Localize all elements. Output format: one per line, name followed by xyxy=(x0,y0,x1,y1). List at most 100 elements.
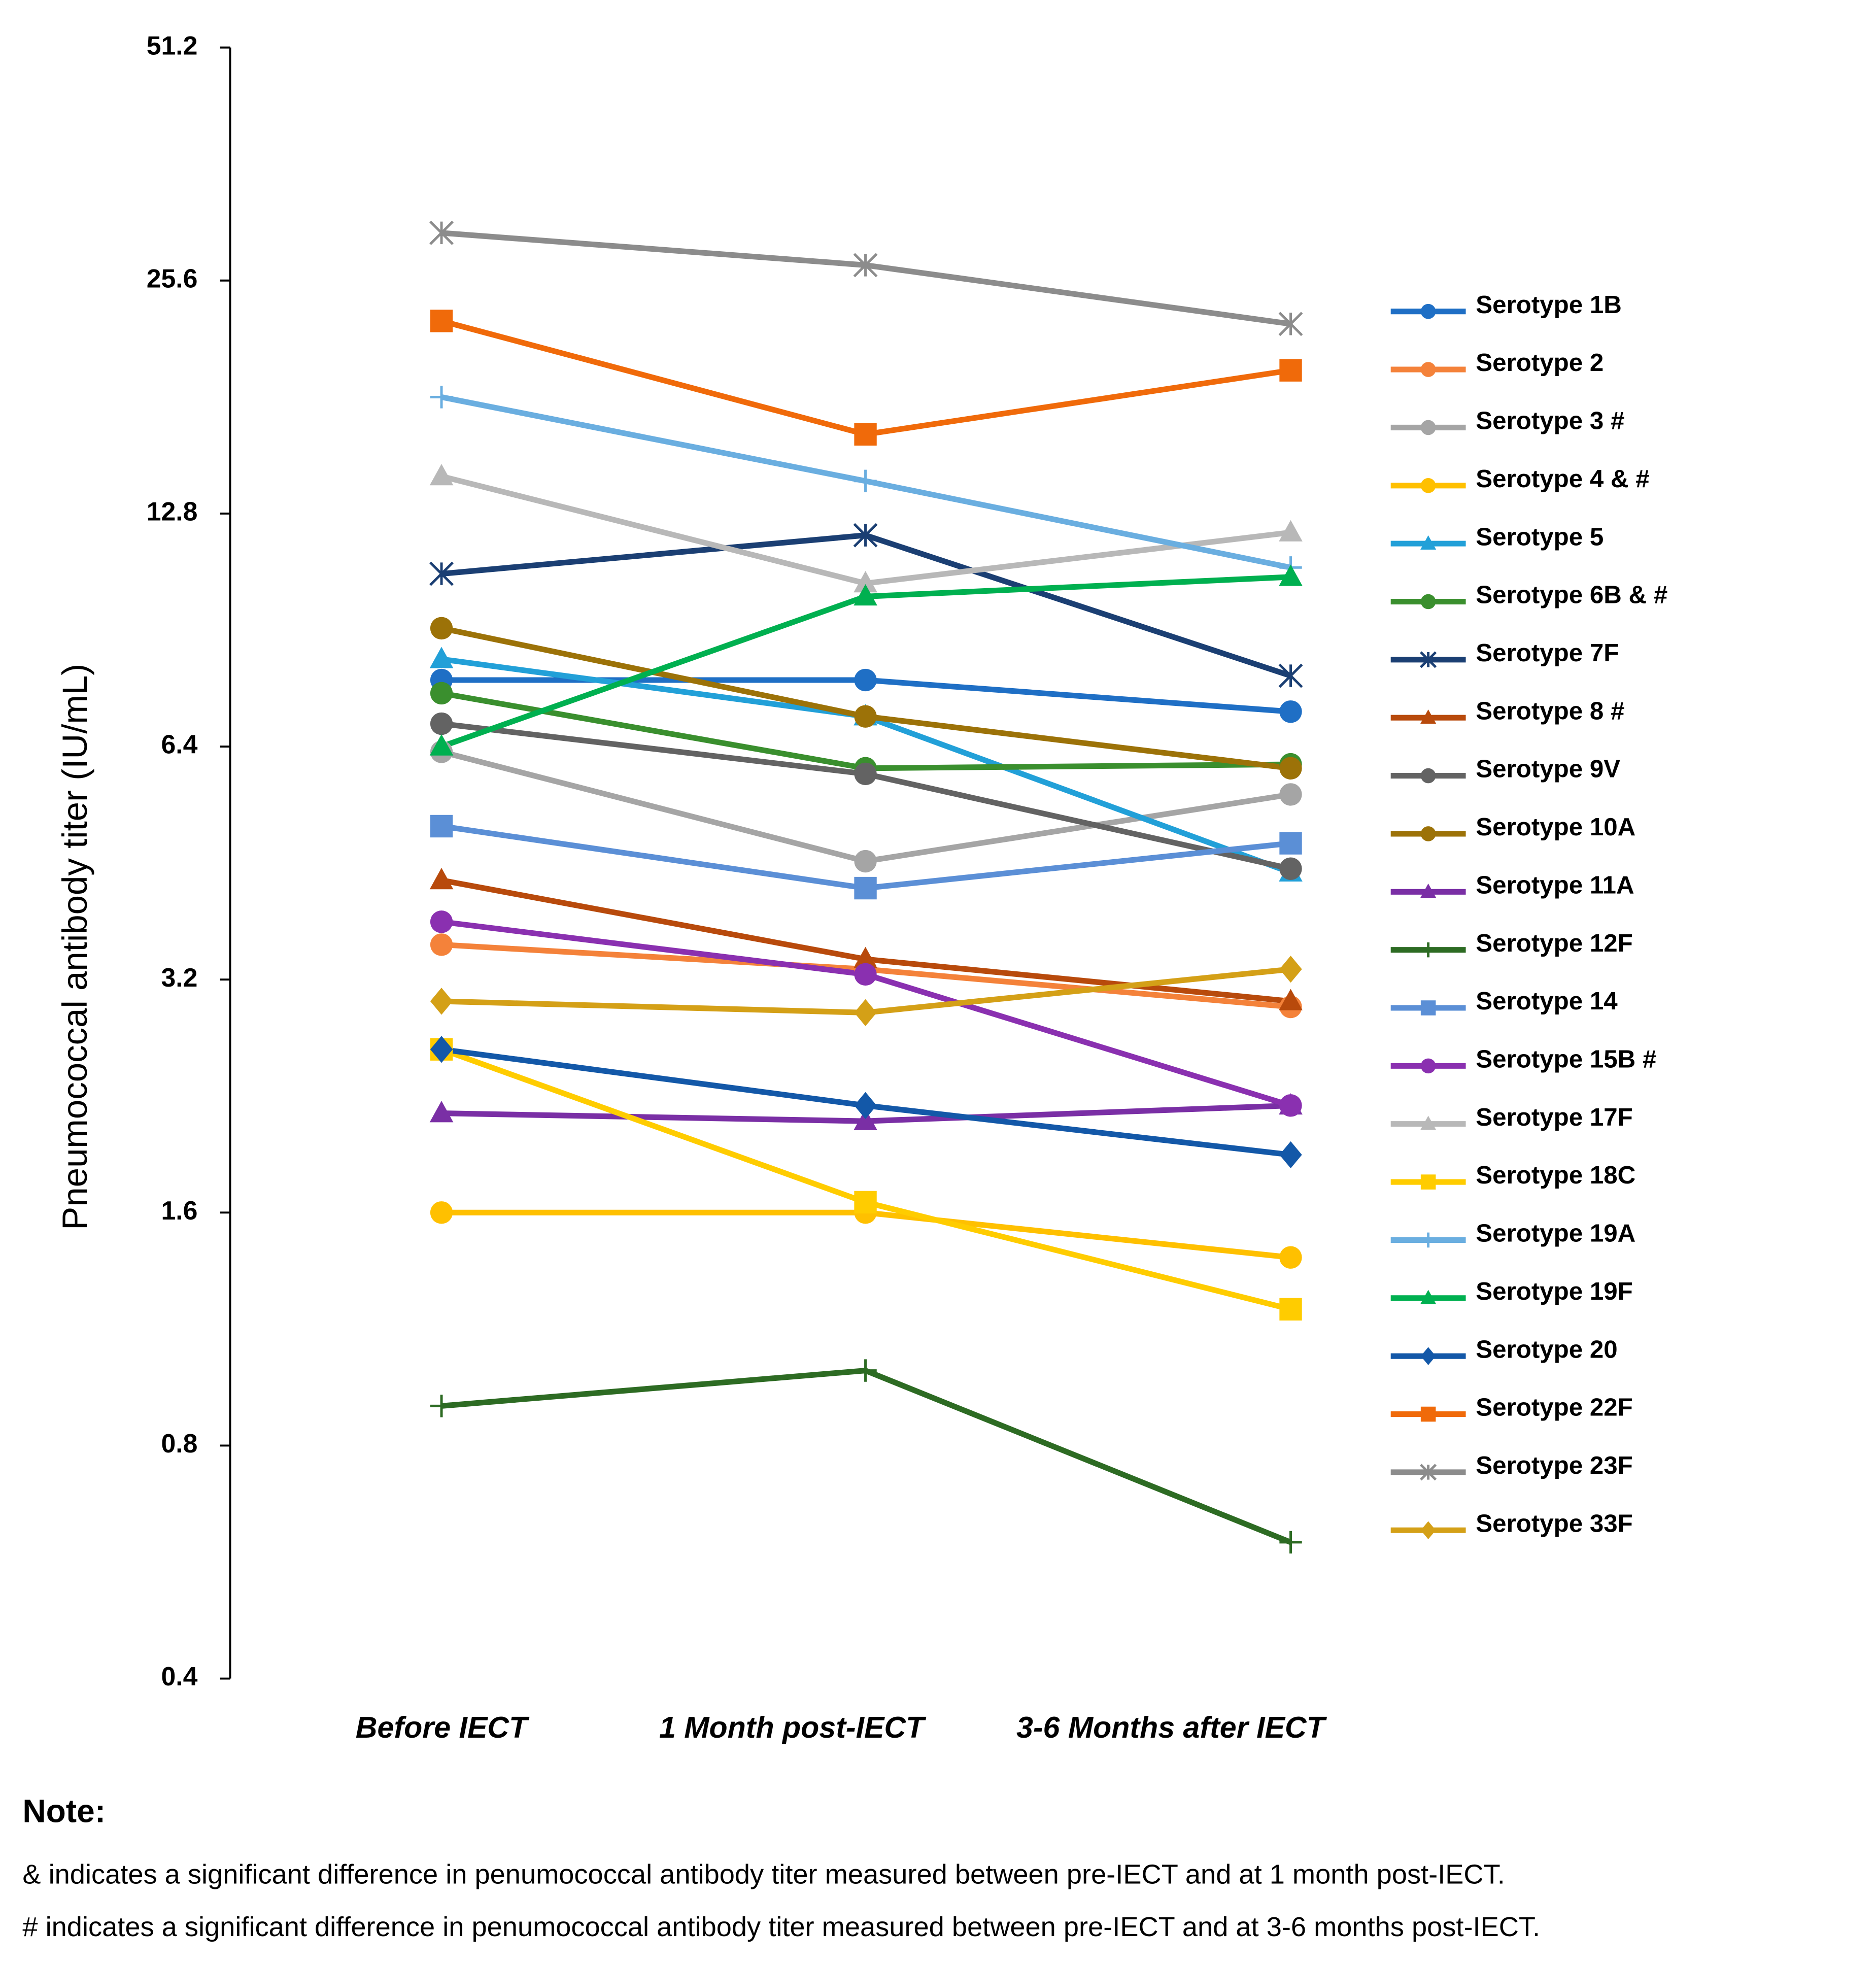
data-point xyxy=(854,946,877,968)
data-point xyxy=(430,910,453,933)
data-point xyxy=(430,1036,453,1063)
legend-marker xyxy=(1420,478,1436,493)
data-point xyxy=(1279,832,1302,855)
data-point xyxy=(430,1395,453,1417)
data-point xyxy=(854,423,877,446)
legend-marker xyxy=(1420,1406,1436,1422)
data-point xyxy=(854,668,877,692)
data-point xyxy=(1279,359,1302,382)
data-point xyxy=(854,850,877,873)
data-point xyxy=(430,310,453,332)
legend-marker xyxy=(1420,1174,1436,1190)
data-point xyxy=(854,469,877,493)
legend-marker xyxy=(1420,1290,1437,1304)
data-point xyxy=(1279,564,1303,586)
data-point xyxy=(1278,312,1303,336)
data-point xyxy=(1278,663,1303,688)
data-point xyxy=(430,617,453,640)
legend-label: Serotype 19A xyxy=(1476,1220,1635,1247)
data-point xyxy=(430,933,453,956)
data-point xyxy=(1279,1531,1302,1554)
legend-label: Serotype 12F xyxy=(1476,929,1633,957)
x-tick-label: Before IECT xyxy=(356,1710,530,1744)
data-point xyxy=(854,963,877,986)
legend-label: Serotype 7F xyxy=(1476,639,1619,667)
data-point xyxy=(1279,1094,1302,1117)
y-tick-label: 6.4 xyxy=(161,730,197,759)
data-point xyxy=(854,1092,877,1119)
data-point xyxy=(430,682,453,705)
legend-label: Serotype 5 xyxy=(1476,523,1604,551)
legend-label: Serotype 8 # xyxy=(1476,697,1624,725)
legend-label: Serotype 3 # xyxy=(1476,407,1624,435)
data-point xyxy=(1279,989,1303,1010)
data-point xyxy=(853,253,878,278)
data-point xyxy=(1279,857,1302,880)
data-point xyxy=(430,1201,453,1224)
data-point xyxy=(853,523,878,548)
legend-label: Serotype 1B xyxy=(1476,291,1622,319)
data-point xyxy=(1279,783,1302,806)
data-point xyxy=(1279,700,1302,723)
legend-marker xyxy=(1420,303,1436,319)
data-point xyxy=(429,464,454,486)
note: & indicates a significant difference in … xyxy=(22,1859,1505,1889)
data-point xyxy=(854,1108,877,1130)
legend-marker xyxy=(1420,884,1437,898)
y-tick-label: 3.2 xyxy=(161,963,197,992)
legend-marker xyxy=(1420,826,1436,841)
legend-marker xyxy=(1420,1115,1437,1130)
data-point xyxy=(429,561,454,586)
y-tick-label: 25.6 xyxy=(147,263,198,293)
data-point xyxy=(1279,520,1303,541)
x-tick-label: 1 Month post-IECT xyxy=(659,1710,927,1744)
legend-marker xyxy=(1420,1000,1436,1016)
legend-label: Serotype 9V xyxy=(1476,755,1620,783)
legend-label: Serotype 17F xyxy=(1476,1103,1633,1131)
data-point xyxy=(854,705,877,728)
legend-marker xyxy=(1420,1232,1436,1248)
legend-marker xyxy=(1420,1058,1436,1074)
legend-label: Serotype 33F xyxy=(1476,1509,1633,1537)
legend-label: Serotype 18C xyxy=(1476,1161,1635,1189)
data-point xyxy=(429,734,454,756)
x-tick-label: 3-6 Months after IECT xyxy=(1016,1710,1327,1744)
y-tick-label: 0.4 xyxy=(161,1662,197,1691)
data-point xyxy=(854,876,877,900)
data-point xyxy=(854,762,877,786)
data-point xyxy=(854,1191,877,1214)
y-tick-label: 1.6 xyxy=(161,1196,197,1225)
legend-label: Serotype 19F xyxy=(1476,1277,1633,1305)
y-tick-label: 51.2 xyxy=(147,30,198,60)
data-point xyxy=(854,571,877,593)
data-point xyxy=(1279,1246,1302,1269)
legend-marker xyxy=(1420,1464,1437,1481)
data-point xyxy=(430,712,453,735)
legend-marker xyxy=(1420,768,1436,784)
legend-marker xyxy=(1420,1521,1436,1539)
data-point xyxy=(854,1359,877,1382)
legend-label: Serotype 4 & # xyxy=(1476,465,1649,493)
legend-label: Serotype 10A xyxy=(1476,813,1635,841)
legend-label: Serotype 2 xyxy=(1476,349,1604,377)
data-point xyxy=(429,1101,454,1123)
legend-label: Serotype 22F xyxy=(1476,1394,1633,1422)
data-point xyxy=(429,220,454,245)
note-title: Note: xyxy=(22,1793,106,1830)
legend-label: Serotype 23F xyxy=(1476,1451,1633,1479)
legend-marker xyxy=(1420,420,1436,435)
legend-marker xyxy=(1420,594,1436,610)
y-axis-title: Pneumococcal antibody titer (IU/mL) xyxy=(55,664,94,1230)
legend-marker xyxy=(1420,651,1437,668)
legend-label: Serotype 6B & # xyxy=(1476,581,1667,609)
data-point xyxy=(854,999,877,1026)
data-point xyxy=(429,868,454,890)
data-point xyxy=(429,647,454,668)
note: # indicates a significant difference in … xyxy=(22,1912,1540,1942)
y-tick-label: 0.8 xyxy=(161,1429,197,1458)
data-point xyxy=(430,815,453,838)
legend-marker xyxy=(1420,362,1436,377)
